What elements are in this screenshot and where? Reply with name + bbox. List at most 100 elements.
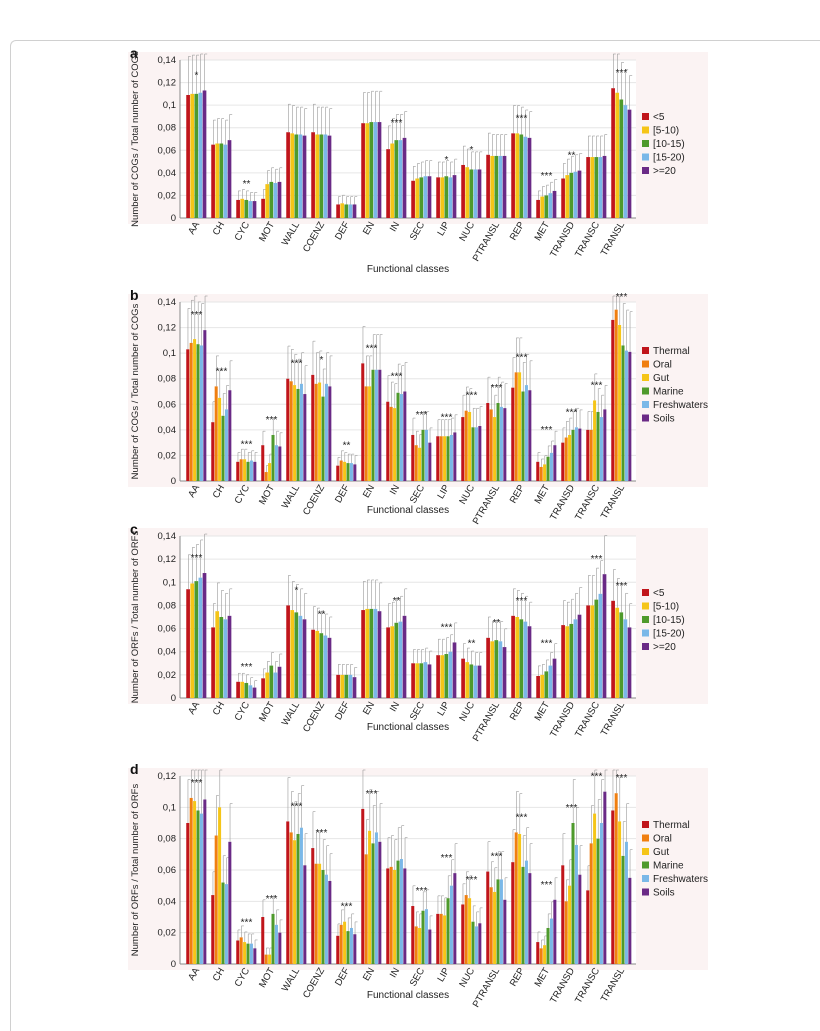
bar bbox=[364, 854, 368, 964]
bar bbox=[471, 427, 475, 481]
bar bbox=[623, 105, 628, 218]
bar bbox=[427, 176, 432, 218]
y-axis-label: Number of ORFs / Total number of ORFs bbox=[130, 531, 141, 704]
bar bbox=[398, 140, 403, 218]
bar bbox=[518, 372, 522, 481]
y-tick-label: 0,14 bbox=[158, 531, 177, 542]
bar bbox=[286, 821, 290, 964]
bar bbox=[353, 464, 357, 481]
bar bbox=[615, 92, 620, 218]
bar bbox=[277, 181, 282, 218]
x-tick-label: TRANSL bbox=[599, 700, 627, 738]
bar bbox=[443, 915, 447, 964]
bar bbox=[273, 183, 278, 218]
bar bbox=[411, 663, 415, 698]
bar bbox=[293, 840, 297, 964]
bar bbox=[521, 391, 525, 481]
significance-stars: *** bbox=[516, 352, 528, 363]
bar bbox=[218, 807, 222, 964]
bar bbox=[296, 833, 300, 964]
y-tick-label: 0,08 bbox=[158, 600, 177, 611]
bar bbox=[346, 931, 350, 964]
bar bbox=[265, 672, 270, 698]
x-tick-label: TRANSL bbox=[599, 483, 627, 521]
bar bbox=[190, 93, 195, 218]
y-tick-label: 0,14 bbox=[158, 297, 177, 308]
bar bbox=[544, 671, 549, 698]
bar bbox=[578, 874, 582, 964]
bar bbox=[499, 879, 503, 964]
chart-panel-d: d 0 0,02 0,04 0,06 0,08 0,1 0,12 Number of ORFs … bbox=[128, 742, 708, 1009]
bar bbox=[619, 612, 624, 698]
panel-letter: d bbox=[130, 761, 139, 777]
legend-swatch bbox=[642, 875, 649, 882]
bar bbox=[264, 954, 268, 964]
significance-stars: *** bbox=[491, 852, 503, 863]
bar bbox=[536, 942, 540, 964]
bar bbox=[499, 406, 503, 481]
bar bbox=[515, 617, 520, 698]
bar bbox=[486, 154, 490, 218]
bar bbox=[614, 793, 618, 964]
bar bbox=[453, 873, 457, 964]
bar bbox=[469, 664, 474, 698]
legend-label: Soils bbox=[653, 414, 675, 425]
bar bbox=[303, 394, 307, 481]
bar bbox=[261, 445, 265, 481]
significance-stars: *** bbox=[616, 68, 628, 79]
bar bbox=[627, 109, 632, 218]
bar bbox=[564, 901, 568, 964]
plot-area bbox=[180, 536, 636, 698]
bar bbox=[236, 940, 240, 964]
x-tick-label: COENZ bbox=[301, 700, 327, 734]
bar bbox=[624, 841, 628, 964]
bar bbox=[486, 403, 490, 481]
bar bbox=[386, 868, 390, 964]
bar bbox=[286, 605, 290, 698]
bar bbox=[328, 386, 332, 481]
legend-swatch bbox=[642, 113, 649, 120]
y-tick-label: 0 bbox=[171, 959, 176, 970]
significance-stars: *** bbox=[616, 581, 628, 592]
chart-c-svg: c 0 0,02 0,04 0,06 0,08 0,1 0,12 0,14 Number of O… bbox=[128, 521, 708, 743]
bar bbox=[243, 459, 247, 481]
bar bbox=[252, 687, 257, 698]
bar bbox=[621, 855, 625, 964]
significance-stars: ** bbox=[493, 618, 501, 629]
bar bbox=[446, 436, 450, 481]
bar bbox=[473, 169, 478, 218]
significance-stars: *** bbox=[266, 415, 278, 426]
bar bbox=[599, 417, 603, 481]
bar bbox=[478, 426, 482, 481]
bar bbox=[569, 623, 574, 698]
bar bbox=[415, 663, 420, 698]
significance-stars: *** bbox=[416, 410, 428, 421]
significance-stars: * bbox=[445, 155, 449, 166]
bar bbox=[448, 651, 453, 698]
bar bbox=[603, 791, 607, 964]
legend-swatch bbox=[642, 861, 649, 869]
significance-stars: *** bbox=[441, 412, 453, 423]
x-tick-label: WALL bbox=[280, 966, 302, 994]
bar bbox=[468, 411, 472, 481]
bar bbox=[536, 676, 540, 698]
bar bbox=[448, 177, 453, 218]
y-tick-label: 0,02 bbox=[158, 670, 177, 681]
x-axis-label: Functional classes bbox=[367, 722, 449, 733]
figure-frame bbox=[10, 40, 820, 1031]
significance-stars: *** bbox=[241, 917, 253, 928]
bar bbox=[264, 472, 268, 481]
bar bbox=[253, 461, 257, 481]
significance-stars: ** bbox=[468, 639, 476, 650]
bar bbox=[361, 610, 365, 698]
bar bbox=[436, 913, 440, 964]
bar bbox=[477, 169, 482, 218]
bar bbox=[596, 838, 600, 964]
y-tick-label: 0,06 bbox=[158, 145, 177, 156]
legend-label: >=20 bbox=[653, 166, 676, 177]
bar bbox=[561, 442, 565, 481]
bar bbox=[540, 674, 545, 698]
legend-label: Freshwaters bbox=[653, 874, 708, 885]
bar bbox=[315, 134, 320, 218]
significance-stars: * bbox=[295, 585, 299, 596]
